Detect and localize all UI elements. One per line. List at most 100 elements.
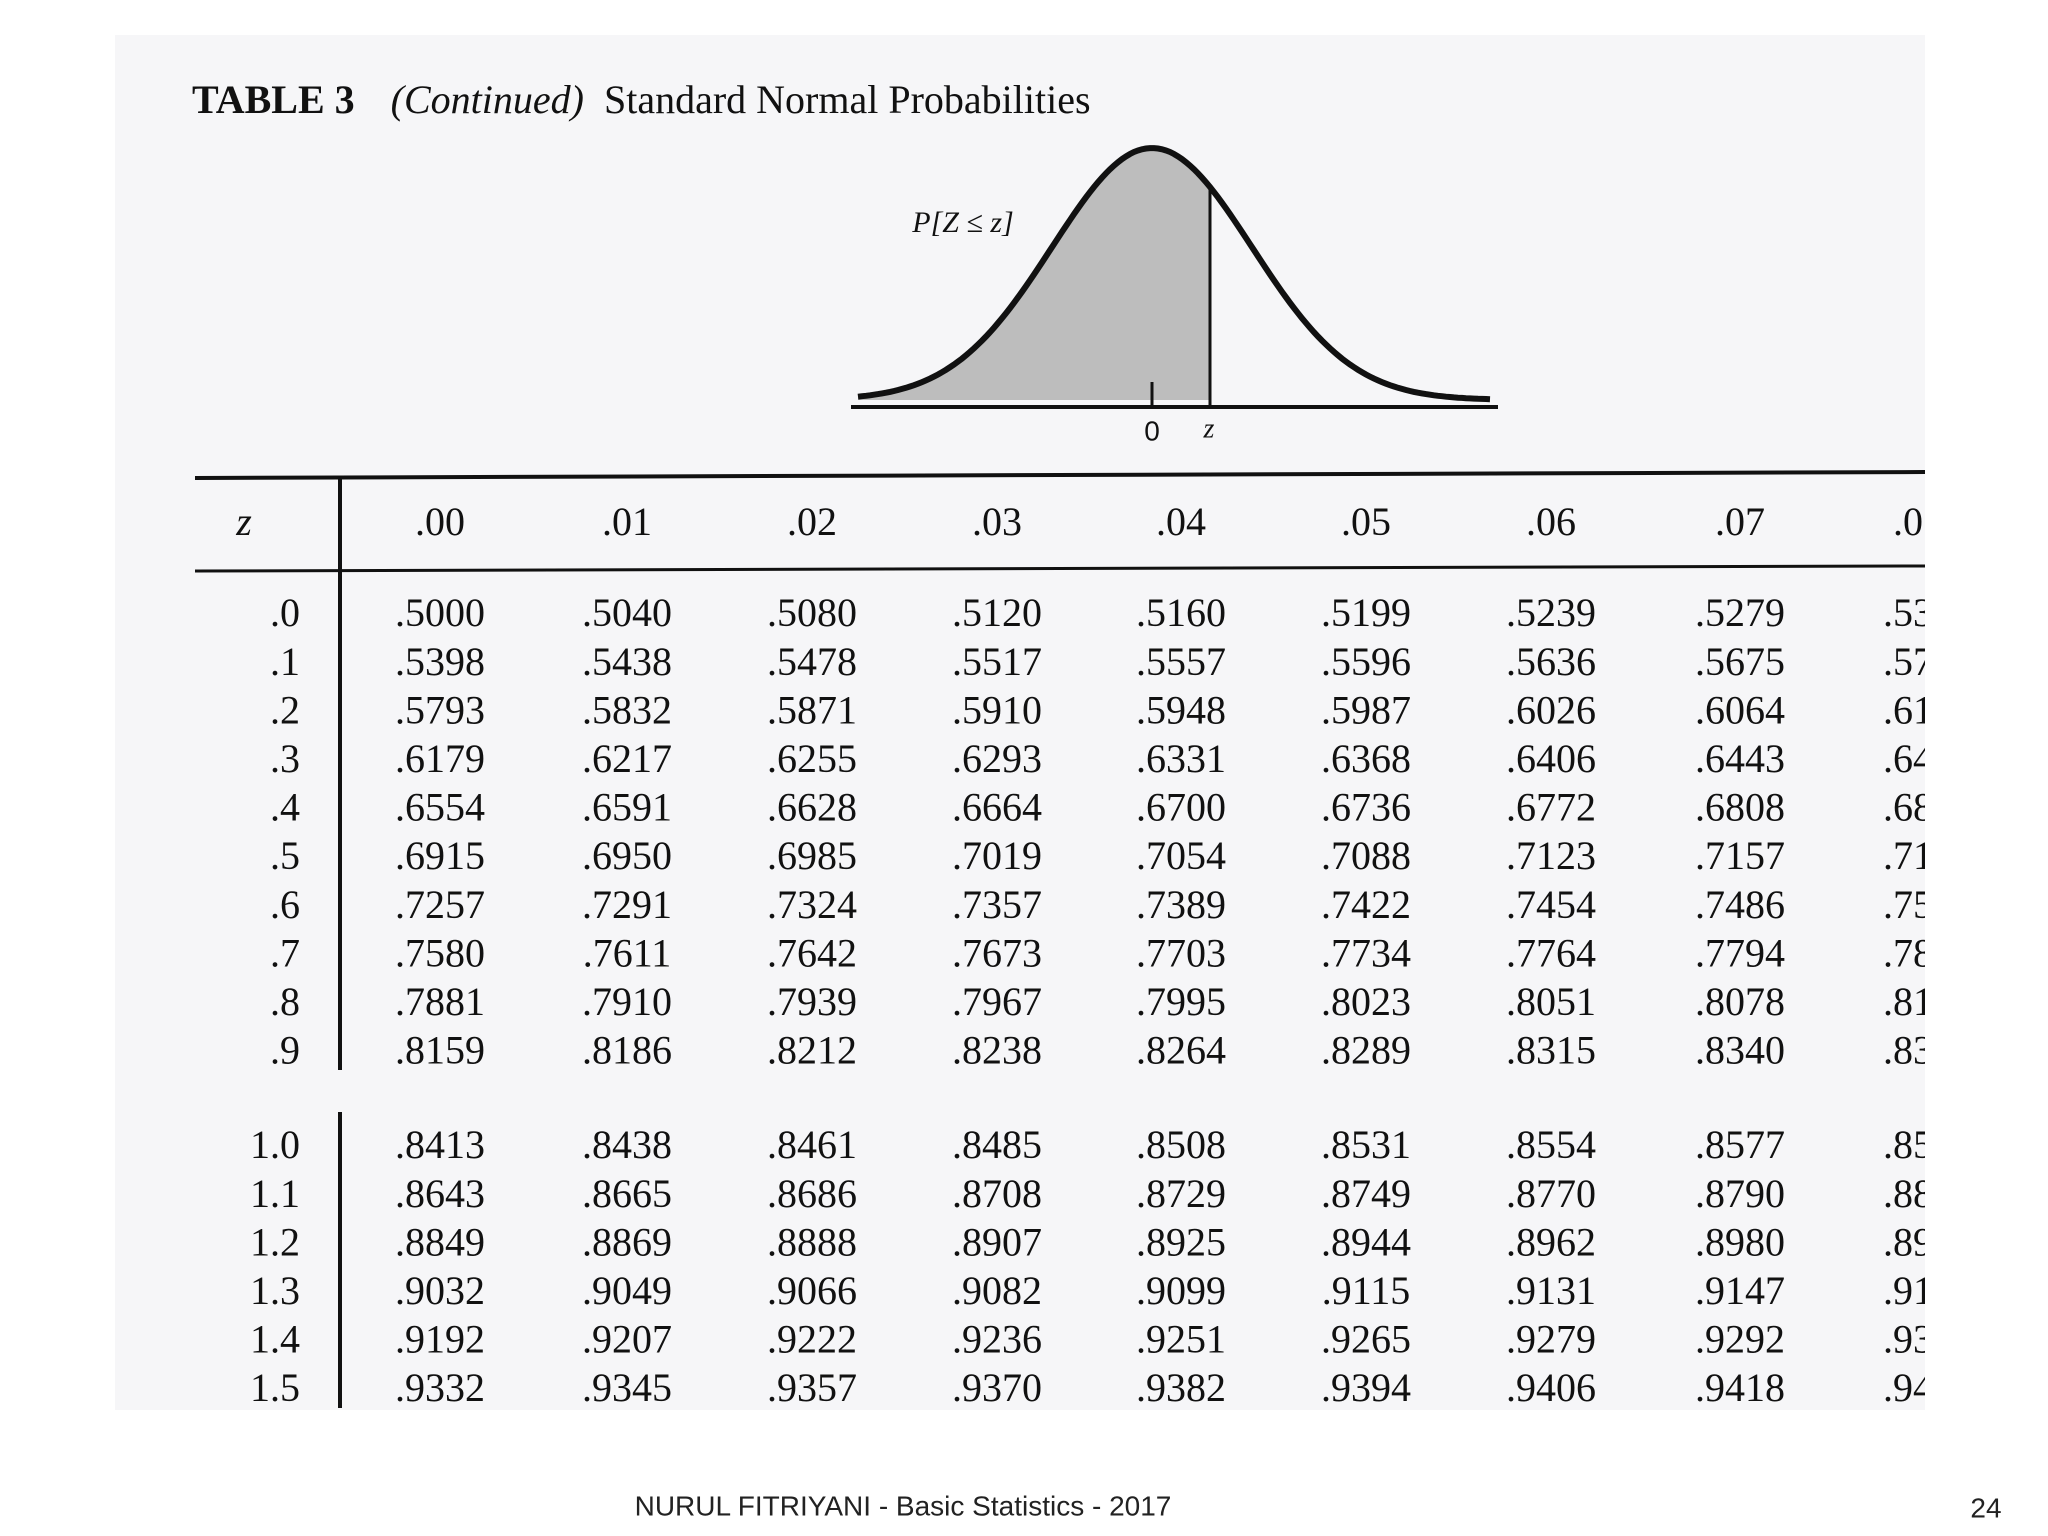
table-cell: .85: [1883, 1122, 1933, 1167]
table-cell: .9251: [1136, 1317, 1226, 1362]
table-cell: .5120: [952, 590, 1042, 635]
table-cell: .8554: [1506, 1122, 1596, 1167]
row-label: 1.5: [250, 1365, 300, 1410]
table-cell: .83: [1883, 1028, 1933, 1073]
table-cell: .8944: [1321, 1219, 1411, 1264]
table-cell: .7939: [767, 979, 857, 1024]
table-cell: .5279: [1695, 590, 1785, 635]
table-cell: .5910: [952, 687, 1042, 732]
zero-label: 0: [1144, 415, 1160, 446]
probability-label: P[Z ≤ z]: [911, 206, 1014, 239]
table-cell: .8729: [1136, 1171, 1226, 1216]
table-cell: .9222: [767, 1317, 857, 1362]
table-cell: .9357: [767, 1365, 857, 1410]
table-cell: .6664: [952, 785, 1042, 830]
table-cell: .89: [1883, 1219, 1933, 1264]
row-label: .2: [270, 687, 300, 732]
table-cell: .5832: [582, 687, 672, 732]
table-cell: .7673: [952, 930, 1042, 975]
column-header: .04: [1156, 499, 1206, 544]
table-cell: .9066: [767, 1268, 857, 1313]
table-cell: .7486: [1695, 882, 1785, 927]
table-cell: .5000: [395, 590, 485, 635]
row-label: .3: [270, 736, 300, 781]
row-label: .0: [270, 590, 300, 635]
table-cell: .6985: [767, 833, 857, 878]
table-cell: .9394: [1321, 1365, 1411, 1410]
table-cell: .6064: [1695, 687, 1785, 732]
table-cell: .61: [1883, 687, 1933, 732]
table-cell: .8340: [1695, 1028, 1785, 1073]
column-header: .05: [1341, 499, 1391, 544]
table-cell: .6772: [1506, 785, 1596, 830]
table-cell: .94: [1883, 1365, 1933, 1410]
table-cell: .7995: [1136, 979, 1226, 1024]
table-cell: .8962: [1506, 1219, 1596, 1264]
row-label: .8: [270, 979, 300, 1024]
table-cell: .6026: [1506, 687, 1596, 732]
table-cell: .8238: [952, 1028, 1042, 1073]
table-cell: .5557: [1136, 639, 1226, 684]
table-cell: .6554: [395, 785, 485, 830]
table-cell: .8790: [1695, 1171, 1785, 1216]
table-cell: .5080: [767, 590, 857, 635]
table-cell: .9207: [582, 1317, 672, 1362]
table-cell: .6217: [582, 736, 672, 781]
table-cell: .8907: [952, 1219, 1042, 1264]
table-cell: .8869: [582, 1219, 672, 1264]
table-cell: .5398: [395, 639, 485, 684]
table-cell: .5636: [1506, 639, 1596, 684]
table-cell: .7611: [583, 930, 672, 975]
table-cell: .8665: [582, 1171, 672, 1216]
table-cell: .7019: [952, 833, 1042, 878]
table-cell: .75: [1883, 882, 1933, 927]
table-cell: .6808: [1695, 785, 1785, 830]
table-cell: .8438: [582, 1122, 672, 1167]
table-cell: .9279: [1506, 1317, 1596, 1362]
table-heading: TABLE 3 (Continued) Standard Normal Prob…: [192, 77, 1091, 122]
table-cell: .8264: [1136, 1028, 1226, 1073]
table-cell: .8315: [1506, 1028, 1596, 1073]
table-cell: .5517: [952, 639, 1042, 684]
column-header: z: [235, 499, 252, 544]
page-number: 24: [1970, 1492, 2001, 1523]
table-cell: .7088: [1321, 833, 1411, 878]
table-cell: .8925: [1136, 1219, 1226, 1264]
table-cell: .8980: [1695, 1219, 1785, 1264]
z-label: z: [1203, 413, 1215, 444]
table-title: Standard Normal Probabilities: [604, 77, 1091, 122]
table-cell: .7734: [1321, 930, 1411, 975]
table-cell: .8212: [767, 1028, 857, 1073]
table-cell: .9131: [1506, 1268, 1596, 1313]
table-cell: .7123: [1506, 833, 1596, 878]
table-cell: .8749: [1321, 1171, 1411, 1216]
table-cell: .6293: [952, 736, 1042, 781]
table-cell: .68: [1883, 785, 1933, 830]
table-cell: .6368: [1321, 736, 1411, 781]
table-cell: .5239: [1506, 590, 1596, 635]
table-cell: .6628: [767, 785, 857, 830]
table-cell: .7910: [582, 979, 672, 1024]
table-cell: .5199: [1321, 590, 1411, 635]
table-cell: .8888: [767, 1219, 857, 1264]
table-cell: .9049: [582, 1268, 672, 1313]
column-header: .03: [972, 499, 1022, 544]
table-cell: .5675: [1695, 639, 1785, 684]
table-cell: .7454: [1506, 882, 1596, 927]
table-cell: .9115: [1322, 1268, 1411, 1313]
table-cell: .7157: [1695, 833, 1785, 878]
bell-curve: [857, 145, 1491, 403]
table-cell: .8531: [1321, 1122, 1411, 1167]
table-cell: .6331: [1136, 736, 1226, 781]
table-cell: .57: [1883, 639, 1933, 684]
row-label: 1.3: [250, 1268, 300, 1313]
table-cell: .9147: [1695, 1268, 1785, 1313]
shaded-area: [858, 148, 1210, 400]
row-label: .9: [270, 1028, 300, 1073]
table-cell: .7794: [1695, 930, 1785, 975]
table-top-rule: [194, 470, 1925, 480]
table-cell: .9292: [1695, 1317, 1785, 1362]
table-cell: .8023: [1321, 979, 1411, 1024]
table-cell: .7257: [395, 882, 485, 927]
scan: TABLE 3 (Continued) Standard Normal Prob…: [192, 77, 1933, 1410]
